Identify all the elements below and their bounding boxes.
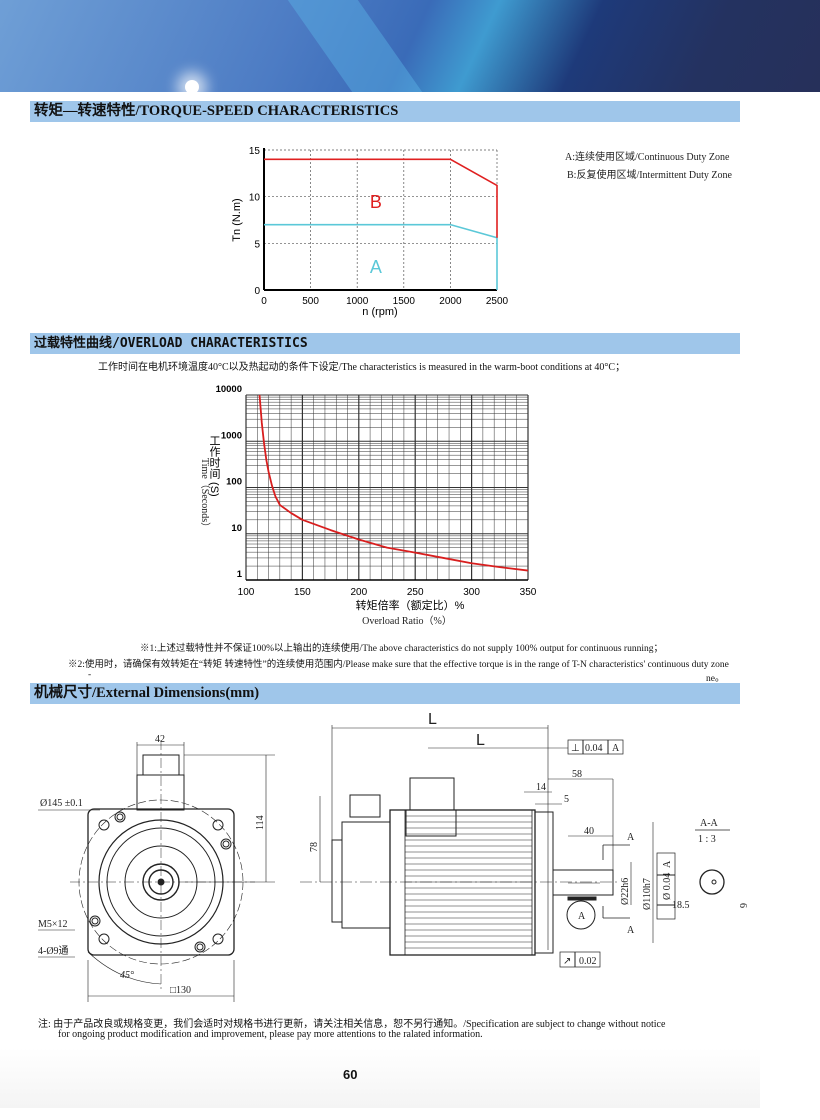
y-tick-label: 10 xyxy=(249,193,261,204)
x-axis-label-en: Overload Ratio（%） xyxy=(362,615,452,627)
y-tick-label: 1000 xyxy=(221,430,242,441)
x-tick-label: 1000 xyxy=(346,296,369,307)
dim-78: 78 xyxy=(309,842,320,852)
x-tick-label: 1500 xyxy=(393,296,416,307)
x-axis-label: 转矩倍率（额定比）% xyxy=(356,598,465,612)
x-tick-label: 200 xyxy=(350,587,367,598)
zone-label-b: B xyxy=(370,192,382,212)
dim-L-body: L xyxy=(476,732,485,749)
y-axis-label: Tn (N.m) xyxy=(231,198,243,241)
dim-6: 6 xyxy=(737,903,748,908)
x-tick-label: 250 xyxy=(407,587,424,598)
section-scale: 1 : 3 xyxy=(698,834,716,845)
dim-40: 40 xyxy=(584,826,594,837)
dim-L-total: L xyxy=(428,711,437,728)
overload-chart: Time（Seconds） 工作时间 (S) 转矩倍率（额定比）% Overlo… xyxy=(199,384,537,627)
page-number: 60 xyxy=(343,1067,358,1082)
footer-band xyxy=(0,1048,760,1108)
y-tick-label: 15 xyxy=(249,146,261,157)
front-view-drawing: 42 Ø145 ±0.1 114 M5×12 4-Ø9通 45° □130 xyxy=(38,734,275,1002)
conc-tolerance: Ø 0.04 xyxy=(662,873,673,900)
x-tick-label: 300 xyxy=(463,587,480,598)
overload-note-3: ne。 xyxy=(706,674,725,684)
x-tick-label: 2000 xyxy=(439,296,462,307)
x-tick-label: 500 xyxy=(302,296,319,307)
conc-datum: A xyxy=(662,860,673,868)
overload-curve xyxy=(258,394,529,572)
section-title-dimensions: 机械尺寸/External Dimensions(mm) xyxy=(30,683,740,704)
section-mark-bottom: A xyxy=(627,925,635,936)
x-tick-label: 0 xyxy=(261,296,267,307)
dim-angle: 45° xyxy=(120,970,134,981)
torque-speed-chart: A:连续使用区域/Continuous Duty Zone B:反复使用区域/I… xyxy=(231,146,733,318)
dim-shaft-dia: Ø22h6 xyxy=(620,878,631,905)
x-tick-label: 350 xyxy=(520,587,537,598)
perp-tolerance: 0.04 xyxy=(585,743,603,754)
overload-note-1: ※1:上述过载特性并不保证100%以上输出的连续使用/The above cha… xyxy=(140,644,663,654)
perp-datum: A xyxy=(612,743,620,754)
datum-circle-label: A xyxy=(578,911,586,922)
x-tick-label: 150 xyxy=(294,587,311,598)
y-axis-label: 工作时间 (S) xyxy=(208,435,221,497)
dim-58: 58 xyxy=(572,769,582,780)
dim-flange: □130 xyxy=(170,985,191,996)
dim-114: 114 xyxy=(255,815,266,830)
section-title-torque: 转矩—转速特性/TORQUE-SPEED CHARACTERISTICS xyxy=(30,101,740,122)
header-banner xyxy=(0,0,820,94)
dim-spigot-dia: Ø110h7 xyxy=(642,878,653,910)
dim-5: 5 xyxy=(564,794,569,805)
section-title: A-A xyxy=(700,818,719,829)
x-tick-label: 2500 xyxy=(486,296,509,307)
y-tick-label: 10000 xyxy=(216,384,242,395)
x-tick-label: 100 xyxy=(238,587,255,598)
series-line-b xyxy=(264,158,498,238)
legend-b: B:反复使用区域/Intermittent Duty Zone xyxy=(567,168,733,181)
overload-note-2: ※2:使用时，请确保有效转矩在“转矩 转速特性”的连续使用范围内/Please … xyxy=(68,660,729,670)
overload-subtitle: 工作时间在电机环境温度40°C以及热起动的条件下设定/The character… xyxy=(98,362,626,373)
overload-note-dash: - xyxy=(88,670,92,680)
y-tick-label: 1 xyxy=(237,569,243,580)
dim-42: 42 xyxy=(155,734,165,745)
runout-symbol: ↗ xyxy=(563,956,571,967)
series-line-a xyxy=(264,223,498,290)
dim-14: 14 xyxy=(536,782,546,793)
y-axis-label-en: Time（Seconds） xyxy=(199,458,211,532)
y-tick-label: 0 xyxy=(254,286,260,297)
footer-note-1: 注: 由于产品改良或规格变更，我们会适时对规格书进行更新，请关注相关信息，恕不另… xyxy=(38,1019,666,1030)
zone-label-a: A xyxy=(370,257,382,277)
dim-18-5: 18.5 xyxy=(672,900,690,911)
runout-tolerance: 0.02 xyxy=(579,956,597,967)
legend-a: A:连续使用区域/Continuous Duty Zone xyxy=(565,150,730,163)
x-axis-label: n (rpm) xyxy=(362,306,397,318)
y-tick-label: 100 xyxy=(226,477,242,488)
side-view-drawing: L L ⊥ 0.04 A 58 14 5 78 40 A A Ø22h6 Ø11… xyxy=(300,711,748,968)
footer-note-2: for ongoing product modification and imp… xyxy=(58,1029,483,1040)
dim-thread: M5×12 xyxy=(38,919,68,930)
section-title-overload: 过载特性曲线/OVERLOAD CHARACTERISTICS xyxy=(30,333,740,354)
section-mark-top: A xyxy=(627,832,635,843)
dim-holes: 4-Ø9通 xyxy=(38,945,69,957)
y-tick-label: 5 xyxy=(254,239,260,250)
dim-pcd: Ø145 ±0.1 xyxy=(40,798,83,809)
y-tick-label: 10 xyxy=(231,523,242,534)
perp-symbol: ⊥ xyxy=(571,743,580,754)
